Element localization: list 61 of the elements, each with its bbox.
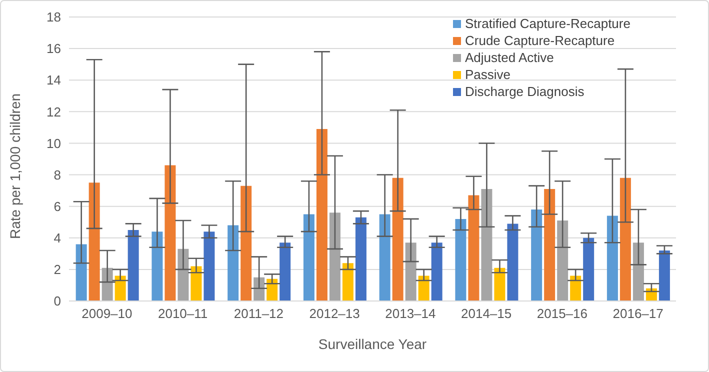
y-tick-label: 0: [54, 294, 61, 309]
bar: [88, 182, 100, 301]
bar: [620, 178, 631, 301]
bar: [583, 238, 594, 301]
bar: [240, 186, 252, 301]
bar: [658, 250, 670, 301]
bar: [405, 242, 416, 301]
bar: [280, 242, 291, 301]
bar: [204, 232, 215, 301]
legend-label: Stratified Capture-Recapture: [465, 15, 630, 32]
bar: [418, 276, 430, 301]
y-tick-label: 12: [46, 104, 61, 120]
bar: [114, 276, 126, 301]
bar: [507, 224, 518, 301]
x-tick-label: 2015–16: [536, 306, 588, 322]
y-tick-label: 14: [46, 72, 61, 88]
legend-label: Discharge Diagnosis: [465, 83, 584, 100]
x-tick-label: 2014–15: [461, 306, 512, 322]
y-tick-label: 10: [46, 136, 61, 151]
bar: [494, 268, 506, 301]
bar: [76, 244, 87, 301]
bar: [128, 230, 139, 301]
bar: [379, 214, 390, 301]
bar: [316, 129, 328, 301]
bar: [355, 217, 366, 301]
x-tick-label: 2011–12: [234, 306, 284, 322]
bar: [468, 195, 480, 301]
bar: [557, 220, 568, 301]
bar: [570, 276, 582, 301]
x-tick-label: 2012–13: [309, 306, 360, 322]
bar: [455, 218, 466, 301]
bar: [228, 225, 239, 301]
y-tick-label: 4: [54, 230, 61, 246]
bar: [178, 248, 189, 301]
bar: [481, 188, 492, 301]
bar: [431, 242, 442, 301]
legend-label: Passive: [465, 66, 511, 83]
bar: [190, 266, 202, 301]
bar: [544, 188, 556, 301]
y-tick-label: 2: [54, 262, 61, 278]
bar: [303, 214, 314, 301]
bar: [531, 209, 542, 301]
y-tick-label: 16: [46, 41, 61, 56]
x-tick-label: 2010–11: [158, 306, 208, 322]
bar: [392, 178, 404, 301]
bar: [152, 232, 163, 301]
legend-label: Crude Capture-Recapture: [465, 32, 615, 49]
y-tick-label: 6: [54, 198, 61, 214]
legend-label: Adjusted Active: [465, 49, 554, 66]
bar: [632, 242, 644, 301]
bar: [606, 216, 618, 301]
bar: [164, 165, 176, 301]
y-tick-label: 18: [46, 10, 61, 25]
x-axis-title: Surveillance Year: [318, 336, 427, 352]
bar: [329, 212, 340, 301]
x-tick-label: 2009–10: [82, 306, 132, 322]
y-tick-label: 8: [54, 167, 61, 182]
x-tick-label: 2016–17: [612, 306, 664, 322]
x-tick-label: 2013–14: [385, 306, 436, 322]
bar: [342, 263, 354, 301]
y-axis-title: Rate per 1,000 children: [6, 93, 23, 239]
